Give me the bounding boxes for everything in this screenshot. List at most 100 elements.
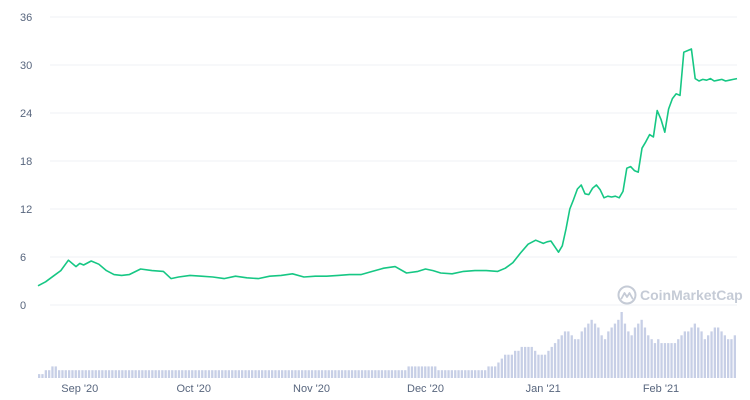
volume-bar (520, 346, 523, 378)
volume-bar (467, 370, 470, 378)
volume-bar (454, 370, 457, 378)
volume-bar (291, 370, 294, 378)
volume-bar (177, 370, 181, 378)
volume-bar (227, 370, 230, 378)
x-tick-label: Oct '20 (176, 383, 211, 395)
volume-bar (131, 370, 134, 378)
volume-bar (617, 319, 620, 378)
volume-bar (254, 370, 257, 378)
volume-bar (104, 370, 107, 378)
volume-bar (484, 370, 487, 378)
volume-bar (117, 370, 121, 378)
volume-bar (553, 343, 557, 378)
volume-bar (64, 370, 67, 378)
volume-bar (367, 370, 370, 378)
volume-bar (464, 370, 467, 378)
x-axis-ticks: Sep '20 Oct '20 Nov '20 Dec '20 Jan '21 Feb '… (61, 383, 679, 395)
volume-bar (637, 323, 640, 378)
volume-bar (530, 346, 533, 378)
volume-bar (524, 346, 527, 378)
volume-bar (87, 370, 91, 378)
volume-bar (673, 343, 677, 378)
price-line (37, 48, 738, 287)
volume-bar (297, 370, 300, 378)
volume-bar (663, 343, 667, 378)
volume-bar (94, 370, 97, 378)
volume-bar (387, 370, 390, 378)
volume-bar (201, 370, 204, 378)
volume-bar (603, 339, 607, 378)
volume-bar (707, 335, 710, 378)
volume-bar (330, 370, 334, 378)
volume-bar (630, 335, 633, 378)
volume-bar (204, 370, 207, 378)
volume-bar (181, 370, 184, 378)
volume-bar (517, 350, 520, 378)
volume-bar (600, 335, 603, 378)
volume-bar (394, 370, 397, 378)
volume-bar (48, 370, 51, 378)
volume-bars (38, 312, 736, 378)
volume-bar (191, 370, 194, 378)
watermark: CoinMarketCap (617, 285, 743, 305)
volume-bar (660, 343, 663, 378)
volume-bar (124, 370, 127, 378)
volume-bar (450, 370, 453, 378)
volume-bar (643, 327, 647, 378)
volume-bar (217, 370, 220, 378)
volume-bar (127, 370, 131, 378)
volume-bar (214, 370, 217, 378)
volume-bar (237, 370, 240, 378)
volume-bar (251, 370, 254, 378)
volume-bar (107, 370, 111, 378)
volume-bar (527, 346, 530, 378)
volume-bar (537, 354, 540, 378)
volume-bar (683, 331, 686, 378)
volume-bar (157, 370, 161, 378)
volume-bar (147, 370, 151, 378)
volume-bar (121, 370, 124, 378)
volume-bar (304, 370, 307, 378)
volume-bar (670, 343, 673, 378)
y-axis-ticks: 0 6 12 18 24 30 36 (20, 12, 32, 312)
volume-bar (444, 370, 447, 378)
volume-bar (224, 370, 227, 378)
volume-bar (434, 366, 437, 378)
volume-bar (284, 370, 287, 378)
volume-bar (540, 354, 543, 378)
volume-bar (307, 370, 310, 378)
volume-bar (633, 327, 637, 378)
volume-bar (424, 366, 427, 378)
volume-bar (281, 370, 284, 378)
volume-bar (61, 370, 64, 378)
volume-bar (407, 366, 410, 378)
x-tick-label: Sep '20 (61, 383, 98, 395)
volume-bar (141, 370, 144, 378)
volume-bar (504, 354, 507, 378)
volume-bar (733, 335, 736, 378)
watermark-text: CoinMarketCap (640, 287, 743, 303)
volume-bar (470, 370, 473, 378)
volume-bar (570, 335, 573, 378)
volume-bar (703, 339, 706, 378)
volume-bar (301, 370, 304, 378)
volume-bar (271, 370, 274, 378)
volume-bar (447, 370, 450, 378)
volume-bar (650, 339, 653, 378)
volume-bar (44, 370, 47, 378)
volume-bar (457, 370, 460, 378)
volume-bar (560, 335, 563, 378)
volume-bar (161, 370, 164, 378)
volume-bar (51, 366, 54, 378)
volume-bar (58, 370, 61, 378)
x-tick-label: Nov '20 (293, 383, 330, 395)
volume-bar (680, 335, 683, 378)
volume-bar (267, 370, 270, 378)
volume-bar (590, 319, 593, 378)
volume-bar (91, 370, 94, 378)
volume-bar (720, 331, 723, 378)
volume-bar (54, 366, 57, 378)
volume-bar (174, 370, 177, 378)
volume-bar (697, 327, 700, 378)
volume-bar (647, 335, 650, 378)
